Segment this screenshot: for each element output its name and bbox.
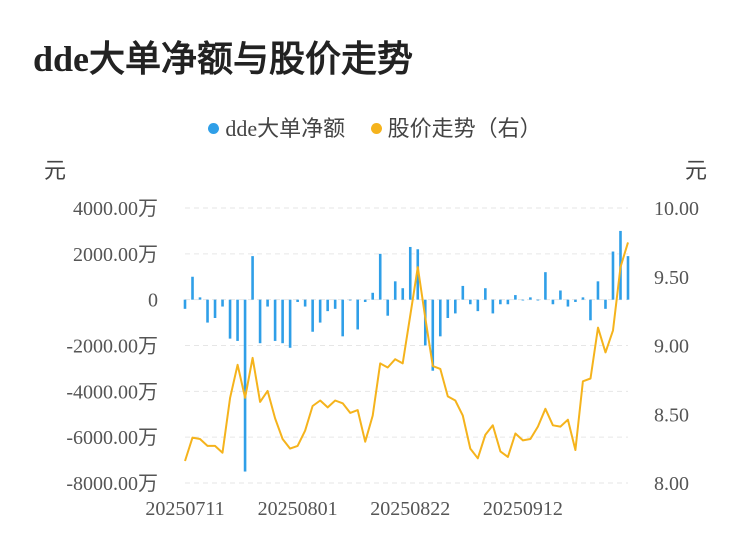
- bar: [244, 300, 247, 472]
- left-tick-label: -6000.00万: [66, 427, 158, 449]
- bar: [334, 300, 337, 309]
- bar: [259, 300, 262, 344]
- left-axis-unit: 元: [44, 158, 66, 183]
- bar: [499, 300, 502, 305]
- bar: [597, 281, 600, 299]
- bar: [522, 300, 525, 301]
- bar: [439, 300, 442, 337]
- bar: [469, 300, 472, 305]
- bar: [251, 256, 254, 300]
- bar: [371, 293, 374, 300]
- bar: [401, 288, 404, 299]
- bar: [386, 300, 389, 316]
- bar: [184, 300, 187, 309]
- bar: [319, 300, 322, 323]
- bar: [341, 300, 344, 337]
- bar: [552, 300, 555, 305]
- bar: [304, 300, 307, 307]
- bar-series-layer: [184, 231, 630, 472]
- bar: [191, 277, 194, 300]
- left-tick-label: -2000.00万: [66, 336, 158, 358]
- bar: [604, 300, 607, 309]
- left-tick-label: 2000.00万: [73, 244, 158, 266]
- bar: [574, 300, 577, 302]
- bar: [214, 300, 217, 318]
- bar: [484, 288, 487, 299]
- bar: [477, 300, 480, 311]
- right-tick-label: 8.00: [654, 473, 689, 495]
- bar: [446, 300, 449, 318]
- right-tick-label: 9.00: [654, 336, 689, 358]
- bar: [379, 254, 382, 300]
- x-tick-label: 20250711: [145, 498, 224, 520]
- bar: [356, 300, 359, 330]
- bar: [199, 297, 202, 299]
- bar: [364, 300, 367, 302]
- bar: [296, 300, 299, 302]
- bar: [567, 300, 570, 307]
- bar: [514, 295, 517, 300]
- x-tick-label: 20250801: [258, 498, 338, 520]
- bar: [582, 297, 585, 299]
- bar: [492, 300, 495, 314]
- axis-label-layer: 4000.00万 2000.00万 0 -2000.00万 -4000.00万 -6000…: [66, 198, 699, 520]
- left-tick-label: -8000.00万: [66, 473, 158, 495]
- left-tick-label: -4000.00万: [66, 381, 158, 403]
- bar: [206, 300, 209, 323]
- bar: [289, 300, 292, 348]
- bar: [627, 256, 630, 300]
- bar: [559, 291, 562, 300]
- bar: [274, 300, 277, 341]
- bar: [589, 300, 592, 321]
- x-tick-label: 20250912: [483, 498, 563, 520]
- bar: [281, 300, 284, 344]
- bar: [236, 300, 239, 341]
- right-tick-label: 8.50: [654, 404, 689, 426]
- left-tick-label: 0: [148, 290, 158, 312]
- bar: [409, 247, 412, 300]
- right-tick-label: 9.50: [654, 267, 689, 289]
- bar: [311, 300, 314, 332]
- bar: [454, 300, 457, 314]
- left-tick-label: 4000.00万: [73, 198, 158, 220]
- bar: [221, 300, 224, 307]
- bar: [462, 286, 465, 300]
- bar: [612, 252, 615, 300]
- right-tick-label: 10.00: [654, 198, 699, 220]
- x-tick-label: 20250822: [370, 498, 450, 520]
- bar: [507, 300, 510, 305]
- bar: [394, 281, 397, 299]
- bar: [537, 300, 540, 301]
- bar: [529, 297, 532, 299]
- bar: [229, 300, 232, 339]
- bar: [544, 272, 547, 300]
- bar: [266, 300, 269, 307]
- bar: [349, 300, 352, 301]
- right-axis-unit: 元: [685, 158, 707, 183]
- bar: [326, 300, 329, 311]
